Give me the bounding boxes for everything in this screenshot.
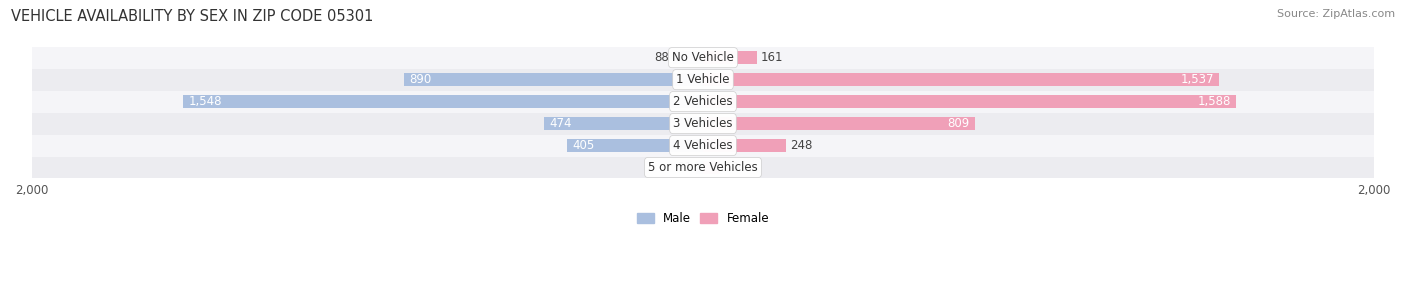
Text: 1,588: 1,588 <box>1198 95 1232 108</box>
Bar <box>32 91 1374 113</box>
Legend: Male, Female: Male, Female <box>633 207 773 230</box>
Bar <box>32 135 1374 157</box>
Bar <box>703 139 786 152</box>
Bar <box>32 47 1374 69</box>
Text: VEHICLE AVAILABILITY BY SEX IN ZIP CODE 05301: VEHICLE AVAILABILITY BY SEX IN ZIP CODE … <box>11 9 374 24</box>
Bar <box>32 113 1374 135</box>
Bar <box>703 161 720 174</box>
Text: 88: 88 <box>655 51 669 64</box>
Text: 1,537: 1,537 <box>1181 73 1213 86</box>
Text: 21: 21 <box>676 161 692 174</box>
Bar <box>673 51 703 64</box>
Bar <box>703 117 974 130</box>
Bar <box>703 73 1219 86</box>
Text: 52: 52 <box>724 161 740 174</box>
Text: 5 or more Vehicles: 5 or more Vehicles <box>648 161 758 174</box>
Text: 1,548: 1,548 <box>188 95 222 108</box>
Bar <box>567 139 703 152</box>
Bar <box>544 117 703 130</box>
Bar <box>32 69 1374 91</box>
Text: 2 Vehicles: 2 Vehicles <box>673 95 733 108</box>
Text: 248: 248 <box>790 139 813 152</box>
Text: 161: 161 <box>761 51 783 64</box>
Bar <box>32 157 1374 178</box>
Text: 4 Vehicles: 4 Vehicles <box>673 139 733 152</box>
Text: 809: 809 <box>948 117 970 130</box>
Text: Source: ZipAtlas.com: Source: ZipAtlas.com <box>1277 9 1395 19</box>
Bar <box>405 73 703 86</box>
Text: 3 Vehicles: 3 Vehicles <box>673 117 733 130</box>
Text: 1 Vehicle: 1 Vehicle <box>676 73 730 86</box>
Bar <box>703 51 756 64</box>
Bar <box>183 95 703 108</box>
Text: 474: 474 <box>548 117 571 130</box>
Text: No Vehicle: No Vehicle <box>672 51 734 64</box>
Text: 890: 890 <box>409 73 432 86</box>
Bar <box>703 95 1236 108</box>
Text: 405: 405 <box>572 139 595 152</box>
Bar <box>696 161 703 174</box>
